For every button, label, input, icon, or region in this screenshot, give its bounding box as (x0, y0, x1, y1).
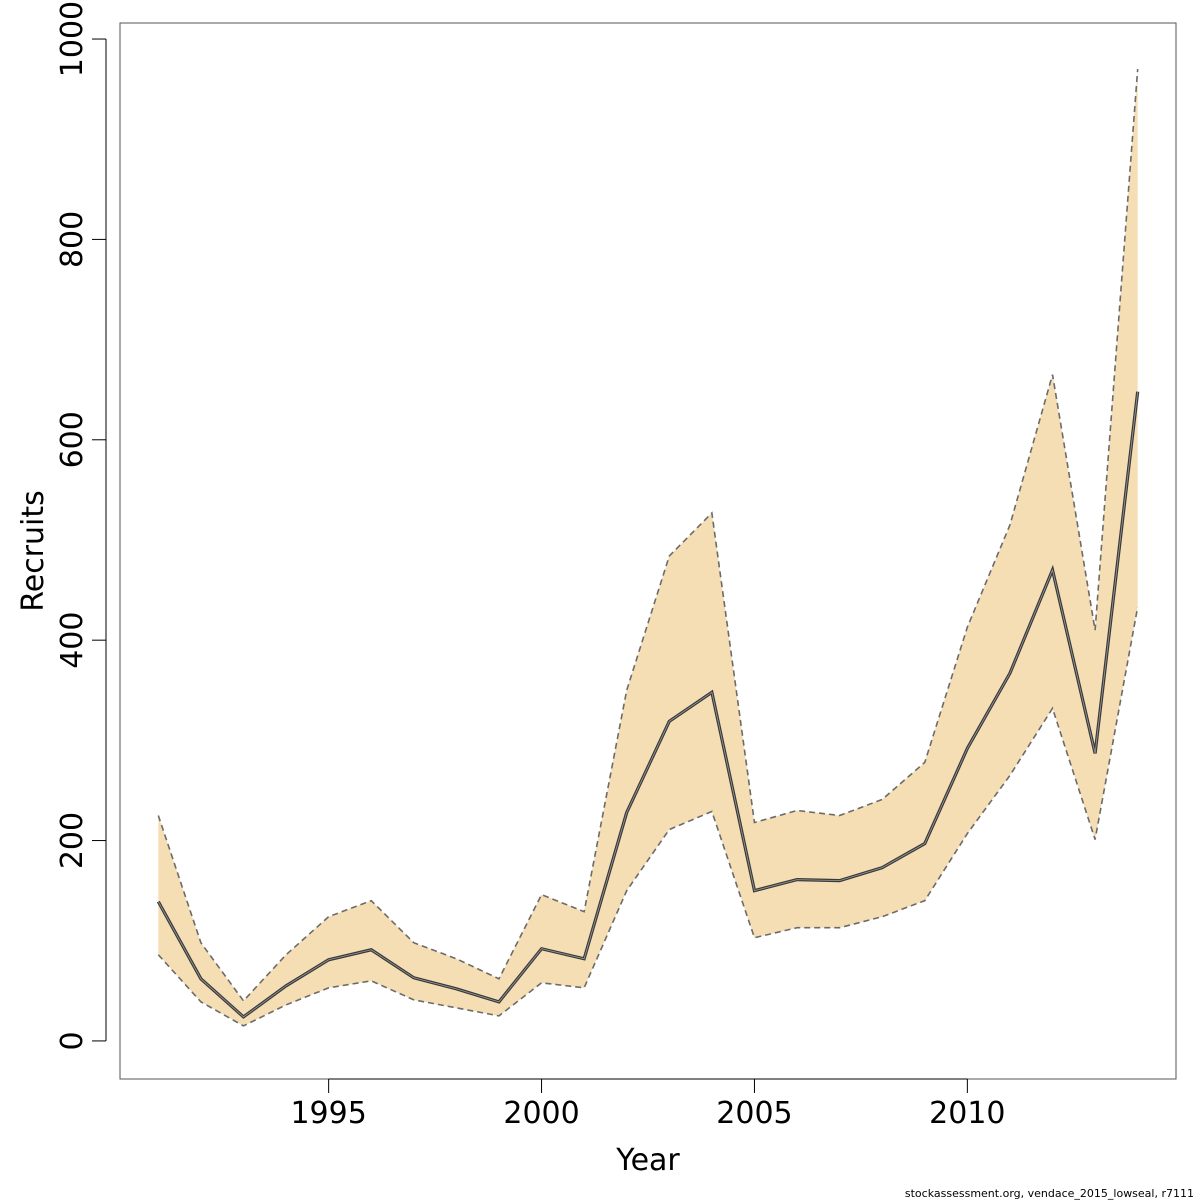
y-tick-label: 0 (55, 1031, 90, 1050)
y-tick-label: 200 (55, 812, 90, 869)
upper-bound-line (157, 69, 1139, 1003)
confidence-band (158, 69, 1138, 1026)
y-tick-label: 800 (55, 211, 90, 268)
y-axis: 0 200 400 600 800 1000 (55, 1, 107, 1050)
estimate-line-layer (156, 391, 1140, 1019)
confidence-band-layer (157, 69, 1139, 1027)
y-tick-label: 400 (55, 612, 90, 669)
footer-credit: stockassessment.org, vendace_2015_lowsea… (905, 1187, 1194, 1200)
estimate-line-highlight (157, 391, 1139, 1018)
x-axis: 1995 2000 2005 2010 (290, 1078, 1006, 1131)
y-tick-label: 600 (55, 411, 90, 468)
x-axis-title: Year (615, 1143, 680, 1178)
x-tick-label: 2005 (716, 1096, 792, 1131)
y-axis-title: Recruits (16, 490, 51, 612)
x-tick-label: 2000 (503, 1096, 579, 1131)
x-tick-label: 2010 (929, 1096, 1005, 1131)
lower-bound-line (157, 606, 1139, 1027)
y-tick-label: 1000 (55, 1, 90, 77)
x-tick-label: 1995 (290, 1096, 366, 1131)
